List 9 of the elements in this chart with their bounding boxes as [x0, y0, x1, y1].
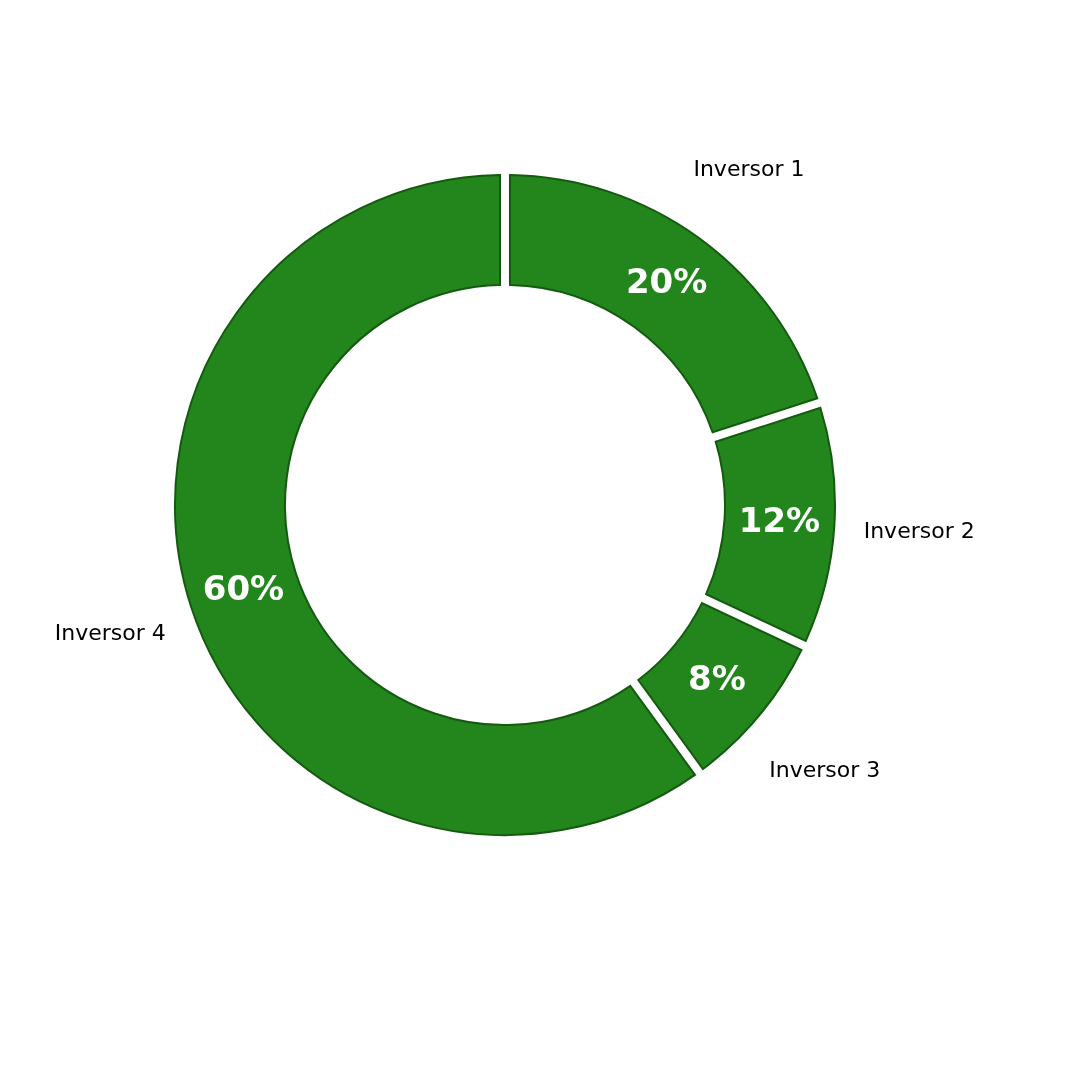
donut-slice [508, 174, 819, 434]
slice-label: Inversor 1 [693, 156, 805, 182]
slice-label: Inversor 3 [769, 756, 881, 782]
data-label: 20% [625, 260, 708, 301]
slice-label: Inversor 2 [863, 518, 975, 544]
slice-label: Inversor 4 [54, 620, 166, 646]
data-label: 8% [688, 658, 746, 699]
data-label: 12% [738, 500, 821, 541]
data-label: 60% [202, 567, 285, 608]
